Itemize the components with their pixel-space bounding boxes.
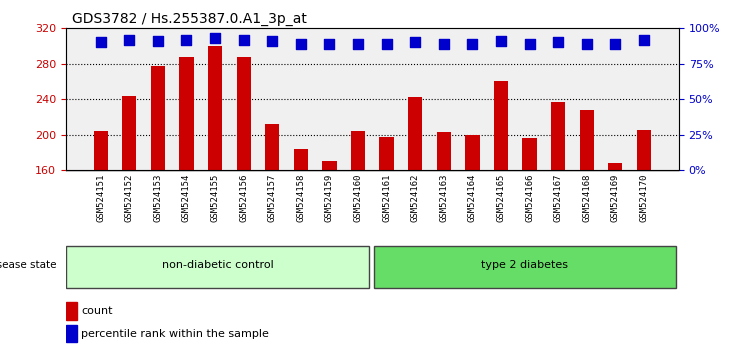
Text: GSM524166: GSM524166 (525, 173, 534, 222)
Bar (237, 57, 251, 170)
Text: GSM524170: GSM524170 (639, 173, 648, 222)
FancyBboxPatch shape (374, 246, 676, 288)
Bar (265, 124, 280, 170)
Bar (151, 67, 165, 170)
Bar (637, 130, 651, 170)
Point (352, 41, 364, 47)
Text: GSM524164: GSM524164 (468, 173, 477, 222)
Text: GSM524159: GSM524159 (325, 173, 334, 222)
Text: GSM524151: GSM524151 (96, 173, 105, 222)
Point (638, 37, 650, 42)
Point (438, 41, 450, 47)
Point (581, 41, 593, 47)
Bar (380, 137, 393, 170)
Point (381, 41, 393, 47)
Text: GSM524163: GSM524163 (439, 173, 448, 222)
Text: GSM524169: GSM524169 (611, 173, 620, 222)
Bar (93, 131, 108, 170)
Point (466, 41, 478, 47)
Text: GSM524154: GSM524154 (182, 173, 191, 222)
Bar (493, 81, 508, 170)
Point (152, 38, 164, 44)
Bar (180, 57, 193, 170)
Point (295, 41, 307, 47)
Text: GDS3782 / Hs.255387.0.A1_3p_at: GDS3782 / Hs.255387.0.A1_3p_at (72, 12, 307, 26)
Text: GSM524161: GSM524161 (382, 173, 391, 222)
Text: GSM524158: GSM524158 (296, 173, 305, 222)
Bar (351, 131, 365, 170)
Text: GSM524162: GSM524162 (411, 173, 420, 222)
Point (323, 41, 335, 47)
Text: GSM524160: GSM524160 (353, 173, 363, 222)
Point (210, 35, 221, 41)
Bar (66, 302, 77, 320)
Text: GSM524167: GSM524167 (553, 173, 563, 222)
Point (238, 37, 250, 42)
Bar (523, 138, 537, 170)
Point (553, 40, 564, 45)
Text: percentile rank within the sample: percentile rank within the sample (81, 329, 269, 338)
Point (523, 41, 535, 47)
Text: GSM524152: GSM524152 (125, 173, 134, 222)
Text: GSM524168: GSM524168 (583, 173, 591, 222)
Text: GSM524153: GSM524153 (153, 173, 162, 222)
Bar (208, 46, 222, 170)
Text: GSM524156: GSM524156 (239, 173, 248, 222)
Point (610, 41, 621, 47)
FancyBboxPatch shape (66, 246, 369, 288)
Text: GSM524155: GSM524155 (210, 173, 220, 222)
Text: count: count (81, 306, 112, 316)
Bar (293, 149, 308, 170)
Text: disease state: disease state (0, 261, 56, 270)
Point (95, 40, 107, 45)
Text: GSM524165: GSM524165 (496, 173, 505, 222)
Bar (322, 161, 337, 170)
Bar (122, 97, 137, 170)
Point (266, 38, 278, 44)
Text: type 2 diabetes: type 2 diabetes (480, 261, 567, 270)
Bar (465, 135, 480, 170)
Point (123, 37, 135, 42)
Bar (608, 163, 623, 170)
Text: non-diabetic control: non-diabetic control (161, 261, 273, 270)
Point (180, 37, 192, 42)
Bar (66, 325, 77, 342)
Bar (437, 132, 451, 170)
Bar (580, 110, 593, 170)
Bar (551, 102, 565, 170)
Point (495, 38, 507, 44)
Text: GSM524157: GSM524157 (268, 173, 277, 222)
Bar (408, 97, 423, 170)
Point (410, 40, 421, 45)
